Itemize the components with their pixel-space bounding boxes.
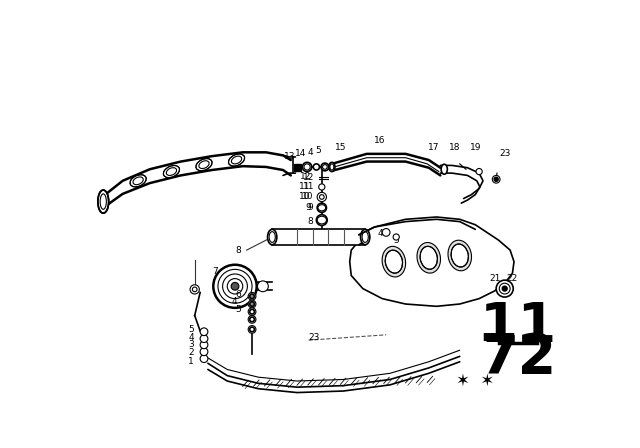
Circle shape [393, 234, 399, 240]
Text: 12: 12 [303, 173, 314, 182]
Circle shape [190, 285, 199, 294]
Text: 4: 4 [232, 297, 237, 306]
Circle shape [200, 348, 208, 356]
Circle shape [317, 192, 326, 202]
Text: 72: 72 [479, 331, 557, 385]
Text: 11: 11 [303, 182, 314, 191]
Circle shape [257, 281, 268, 292]
Text: 23: 23 [499, 149, 510, 158]
Circle shape [494, 177, 498, 181]
Circle shape [250, 327, 254, 332]
Text: 2: 2 [188, 348, 194, 357]
Bar [272, 229, 365, 245]
Ellipse shape [329, 162, 335, 172]
Circle shape [248, 326, 256, 333]
Bar [294, 164, 301, 171]
Circle shape [250, 310, 254, 314]
Polygon shape [349, 217, 514, 306]
Circle shape [248, 315, 256, 323]
Text: 5: 5 [315, 146, 321, 155]
Ellipse shape [441, 164, 447, 174]
Text: 23: 23 [308, 332, 320, 342]
Text: 5: 5 [188, 325, 194, 334]
Text: 17: 17 [428, 143, 440, 152]
Circle shape [248, 300, 256, 308]
Ellipse shape [382, 246, 406, 277]
Circle shape [382, 228, 390, 236]
Text: 3: 3 [188, 340, 194, 349]
Text: 10: 10 [302, 193, 313, 202]
Text: 10: 10 [299, 193, 310, 202]
Text: 12: 12 [300, 172, 311, 181]
Text: ✶  ✶: ✶ ✶ [456, 372, 494, 390]
Text: 15: 15 [335, 143, 347, 152]
Circle shape [200, 355, 208, 362]
Circle shape [316, 215, 327, 225]
Text: 11: 11 [479, 300, 557, 354]
Ellipse shape [420, 246, 437, 269]
Circle shape [319, 184, 325, 190]
Ellipse shape [196, 159, 212, 171]
Circle shape [200, 341, 208, 349]
Text: 22: 22 [507, 274, 518, 283]
Circle shape [231, 282, 239, 290]
Circle shape [200, 328, 208, 336]
Circle shape [248, 308, 256, 315]
Circle shape [248, 293, 256, 300]
Circle shape [200, 335, 208, 343]
Text: 8: 8 [308, 217, 313, 226]
Circle shape [502, 286, 507, 291]
Circle shape [496, 280, 513, 297]
Circle shape [321, 163, 329, 171]
Text: 21: 21 [489, 274, 500, 283]
Text: 5: 5 [394, 237, 399, 246]
Text: 9: 9 [308, 203, 313, 212]
Circle shape [250, 294, 254, 299]
Text: 11: 11 [300, 182, 311, 191]
Text: 1: 1 [188, 357, 194, 366]
Ellipse shape [98, 190, 109, 213]
Ellipse shape [228, 154, 244, 166]
Ellipse shape [417, 242, 440, 273]
Text: 13: 13 [284, 152, 296, 161]
Ellipse shape [448, 240, 472, 271]
Text: 4: 4 [378, 228, 383, 238]
Text: 8: 8 [236, 246, 241, 254]
Text: 18: 18 [449, 143, 460, 152]
Circle shape [313, 164, 319, 170]
Text: 4: 4 [188, 332, 194, 342]
Text: 9: 9 [305, 203, 311, 212]
Circle shape [250, 317, 254, 322]
Text: 4: 4 [307, 148, 313, 157]
Text: 16: 16 [374, 136, 386, 145]
Circle shape [492, 176, 500, 183]
Text: 19: 19 [470, 143, 481, 152]
Text: 5: 5 [236, 305, 241, 314]
Circle shape [317, 203, 326, 212]
Circle shape [303, 162, 312, 172]
Text: 6: 6 [236, 289, 241, 298]
Ellipse shape [163, 165, 179, 177]
Circle shape [250, 302, 254, 306]
Text: 14: 14 [295, 149, 307, 158]
Ellipse shape [385, 250, 403, 273]
Circle shape [213, 265, 257, 308]
Ellipse shape [268, 229, 277, 245]
Text: 7: 7 [212, 267, 218, 276]
Ellipse shape [451, 244, 468, 267]
Ellipse shape [360, 229, 370, 245]
Ellipse shape [130, 175, 146, 187]
Circle shape [476, 168, 482, 175]
